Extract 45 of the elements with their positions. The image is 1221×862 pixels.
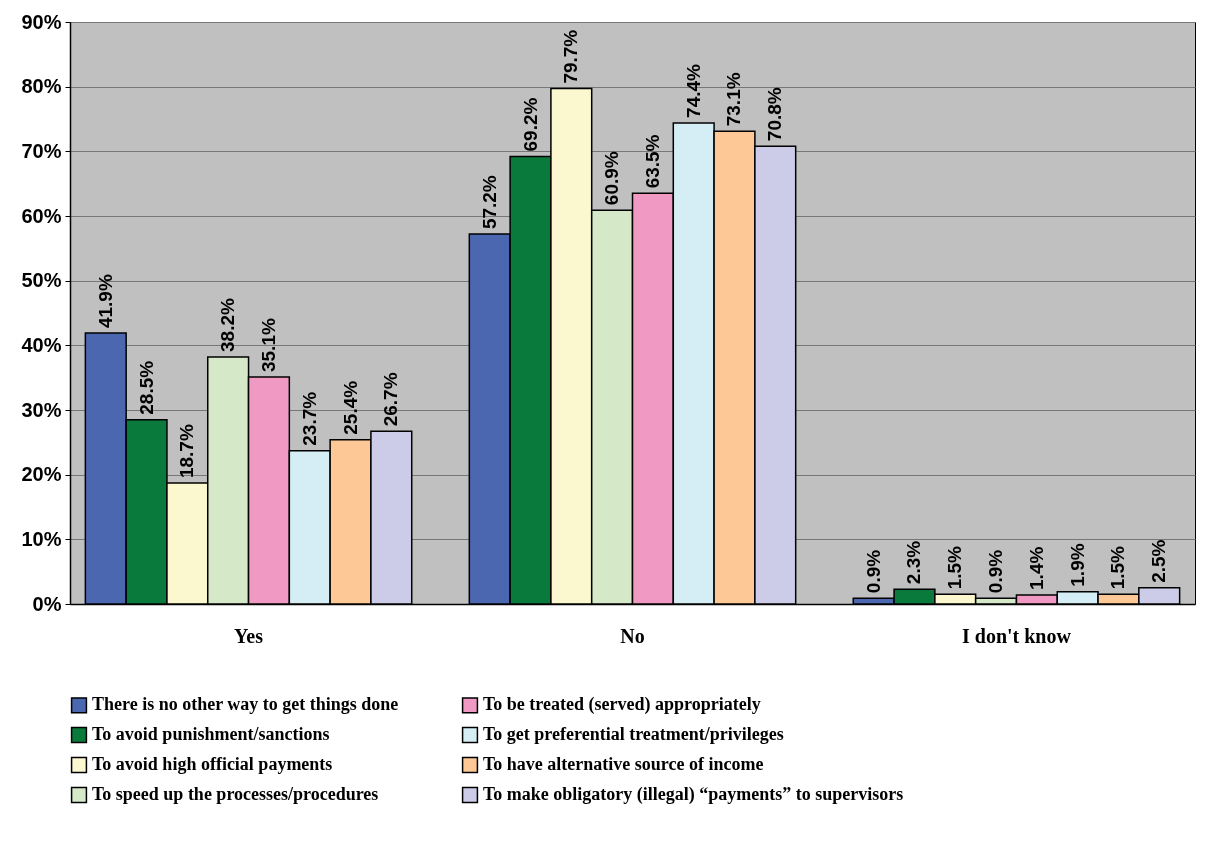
data-label: 69.2% <box>519 97 541 152</box>
data-label: 0.9% <box>862 549 884 594</box>
data-label: 41.9% <box>94 274 116 329</box>
data-label: 60.9% <box>601 151 623 206</box>
y-tick-label: 0% <box>32 592 62 615</box>
data-label: 74.4% <box>682 63 704 118</box>
y-tick-label: 90% <box>21 10 62 33</box>
x-tick-label: Yes <box>234 624 264 647</box>
data-label: 28.5% <box>135 360 157 415</box>
x-tick-label: No <box>620 624 645 647</box>
data-label: 38.2% <box>217 297 239 352</box>
data-label: 25.4% <box>339 380 361 435</box>
data-label: 1.5% <box>1107 545 1129 590</box>
data-label: 2.3% <box>903 540 925 585</box>
x-tick-label: I don't know <box>961 624 1072 647</box>
legend-label: To be treated (served) appropriately <box>483 694 761 716</box>
data-label: 1.5% <box>944 545 966 590</box>
y-tick-label: 20% <box>21 463 62 486</box>
data-label: 26.7% <box>380 372 402 427</box>
y-tick-label: 50% <box>21 269 62 292</box>
data-label: 63.5% <box>641 134 663 189</box>
data-label: 79.7% <box>560 29 582 84</box>
data-label: 70.8% <box>764 87 786 142</box>
data-label: 23.7% <box>298 391 320 446</box>
data-label: 1.9% <box>1066 543 1088 587</box>
data-label: 35.1% <box>257 318 279 373</box>
data-label: 18.7% <box>176 424 198 479</box>
data-label: 57.2% <box>478 175 500 230</box>
y-tick-label: 70% <box>21 139 62 162</box>
legend-label: To have alternative source of income <box>483 754 764 774</box>
data-label: 0.9% <box>985 549 1007 594</box>
legend-label: To get preferential treatment/privileges <box>483 724 784 744</box>
legend-label: To avoid punishment/sanctions <box>92 724 330 744</box>
y-tick-label: 60% <box>21 204 62 227</box>
y-tick-label: 80% <box>21 75 62 98</box>
legend-label: To speed up the processes/procedures <box>92 784 379 804</box>
data-label: 2.5% <box>1148 539 1170 583</box>
y-tick-label: 10% <box>21 527 62 550</box>
y-tick-label: 40% <box>21 333 62 356</box>
legend-label: To make obligatory (illegal) “payments” to supervisors <box>483 784 904 805</box>
data-label: 1.4% <box>1025 546 1047 590</box>
data-label: 73.1% <box>723 72 745 127</box>
legend-label: There is no other way to get things done <box>92 694 399 715</box>
y-tick-label: 30% <box>21 398 62 421</box>
legend-label: To avoid high official payments <box>92 754 333 774</box>
